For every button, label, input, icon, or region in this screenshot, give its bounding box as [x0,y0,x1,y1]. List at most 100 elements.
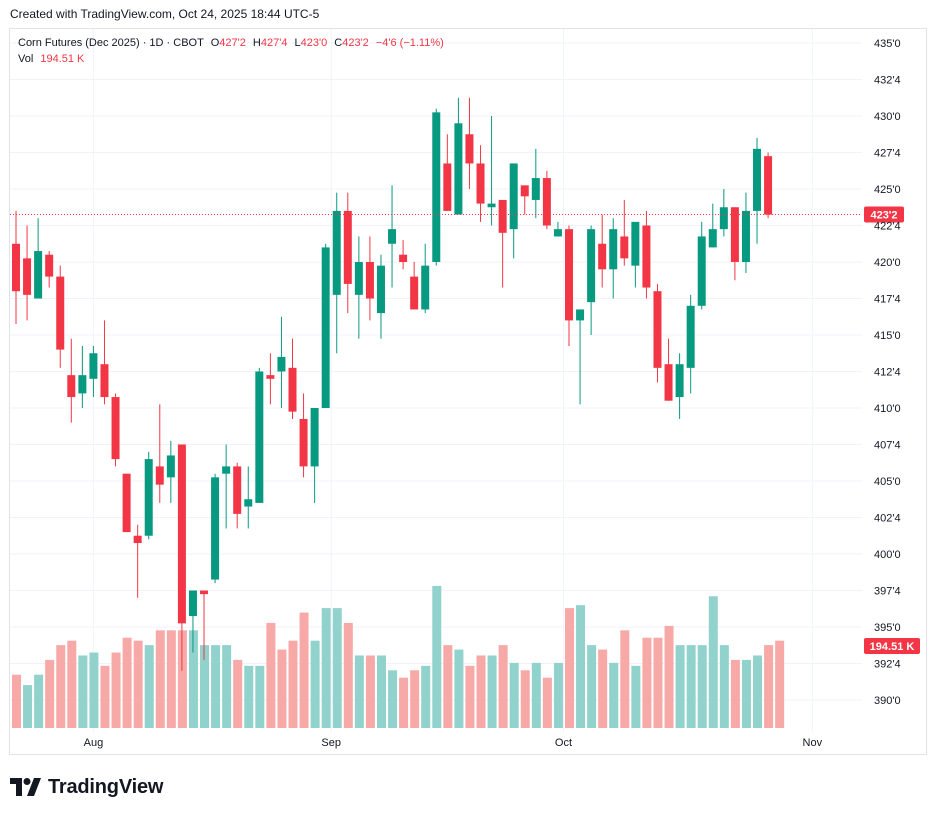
candle [376,254,385,339]
volume-bars [12,585,785,728]
candle-body [498,199,507,233]
candle [421,243,430,314]
candle-body [100,364,109,398]
candle-body [277,356,286,372]
candle-body [443,163,452,211]
volume-bar [764,645,774,728]
candle-body [321,247,330,408]
price-tick-label: 430'0 [874,111,901,123]
candle [719,189,728,237]
price-tick-label: 432'4 [874,75,901,87]
candle [498,199,507,288]
volume-bar [255,665,265,728]
tradingview-logo-icon [10,778,41,796]
volume-bar [753,655,763,728]
candle-body [343,210,352,284]
open-label: O [210,37,220,49]
candle-body [78,375,87,394]
volume-bar [697,645,707,728]
candle [653,283,662,383]
candle [764,152,773,219]
candle [587,225,596,335]
time-axis: Aug Sep Oct Nov [84,737,823,749]
candle [56,265,65,368]
volume-bar [531,662,541,728]
candle [443,134,452,211]
candle [111,393,120,467]
candle-body [399,254,408,262]
candle [565,225,573,346]
candle [697,221,706,310]
price-tick-label: 407'4 [874,440,901,452]
price-tick-label: 400'0 [874,549,901,561]
candle-body [520,185,529,197]
candle-body [587,229,596,303]
candle-body [200,590,209,595]
candle-body [487,203,496,208]
time-tick-label: Oct [555,737,572,749]
candle-body [211,477,220,580]
candle [410,262,419,310]
candle-body [332,210,341,295]
candle [133,524,142,598]
candle-body [565,229,573,321]
candle [354,236,363,339]
candle [520,185,529,215]
volume-bar [89,652,99,728]
candle [686,294,695,394]
candle [576,309,585,405]
candle-body [653,291,662,368]
candle [487,116,496,226]
volume-bar [576,605,586,728]
volume-bar [321,608,331,728]
volume-bar [509,662,519,728]
volume-bar [620,630,630,728]
price-axis: 390'0 392'4 395'0 397'4 400'0 402'4 405'0 407'4… [874,38,901,707]
candle-body [23,258,32,295]
last-volume-badge [864,638,920,654]
open-value: 427'2 [219,37,246,49]
candle [144,451,153,540]
low-value: 423'0 [300,37,328,49]
candle [388,185,397,288]
tradingview-logo[interactable]: TradingView [10,775,163,799]
volume-bar [609,662,619,728]
candle [708,203,717,248]
candle [177,444,186,671]
volume-bar [100,665,110,728]
candle [211,473,220,584]
candle-body [310,408,319,467]
candle [542,170,551,230]
symbol-name[interactable]: Corn Futures (Dec 2025) · 1D · CBOT [18,37,204,49]
volume-bar [399,677,409,728]
candle-body [576,309,585,321]
price-tick-label: 390'0 [874,695,901,707]
candle [122,473,131,533]
candle-body [188,590,197,617]
candle [343,192,352,314]
last-price-line: 423'2 194.51 K [10,206,920,654]
volume-bar [354,655,364,728]
volume-bar [631,665,641,728]
price-tick-label: 415'0 [874,330,901,342]
volume-bar [133,640,143,728]
volume-bar [708,596,718,728]
volume-bar [498,645,508,728]
volume-bar [211,645,221,728]
candle [432,108,441,266]
volume-bar [78,655,88,728]
volume-label: Vol [18,53,34,65]
candle [332,192,341,354]
volume-bar [520,670,530,728]
volume-bar [775,640,785,728]
volume-bar [443,645,453,728]
candle-body [376,265,385,314]
candle [277,316,286,408]
volume-bar [144,645,154,728]
volume-bar [299,612,309,728]
volume-bar [686,645,696,728]
candle [255,367,264,503]
candle [620,199,629,266]
volume-bar [376,655,386,728]
